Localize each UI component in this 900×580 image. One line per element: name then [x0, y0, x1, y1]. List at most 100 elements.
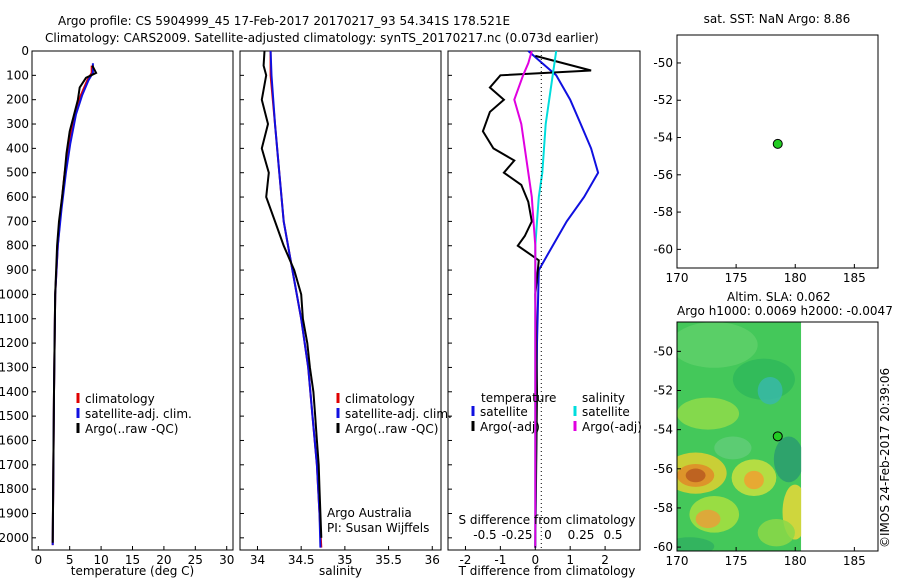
salinity-legend-label: satellite-adj. clim.: [345, 407, 452, 421]
salinity-x-tick-label: 35: [337, 553, 352, 567]
difference-legend-label: satellite: [480, 405, 528, 419]
temperature-x-tick-label: 20: [156, 553, 171, 567]
salinity-panel-frame: [239, 50, 442, 551]
sst-map-y-tick-label: -50: [653, 56, 673, 70]
difference-legend-heading-salinity: salinity: [582, 391, 625, 405]
sla-map-x-tick-label: 180: [784, 554, 807, 568]
title-line-1: Argo profile: CS 5904999_45 17-Feb-2017 …: [58, 14, 511, 28]
sst-map-title: sat. SST: NaN Argo: 8.86: [704, 12, 851, 26]
depth-tick-label: 1000: [0, 287, 29, 301]
depth-tick-label: 1700: [0, 458, 29, 472]
depth-tick-label: 700: [6, 214, 29, 228]
sst-map-x-tick-label: 175: [725, 271, 748, 285]
salinity-series-line: [260, 50, 323, 538]
depth-tick-label: 2000: [0, 531, 29, 545]
sst-map-y-tick-label: -56: [653, 168, 673, 182]
temperature-x-tick-label: 0: [34, 553, 42, 567]
sla-map-y-tick-label: -50: [653, 344, 673, 358]
difference-panel-frame: [447, 50, 641, 551]
salinity-x-tick-label: 35.5: [375, 553, 402, 567]
depth-tick-label: 400: [6, 141, 29, 155]
sla-anomaly-patch: [757, 518, 795, 547]
sla-anomaly-patch: [677, 537, 715, 551]
difference-s-tick-label: -0.25: [501, 528, 532, 542]
temperature-series-line: [51, 65, 98, 543]
temperature-series-line: [51, 63, 94, 546]
difference-t-axis-label: T difference from climatology: [458, 564, 636, 578]
depth-tick-label: 1900: [0, 506, 29, 520]
institution-annotation: Argo Australia: [327, 506, 412, 520]
depth-tick-label: 600: [6, 190, 29, 204]
temperature-x-tick-label: 15: [125, 553, 140, 567]
difference-x-tick-label: -1: [494, 553, 506, 567]
depth-tick-label: 1800: [0, 482, 29, 496]
sla-map-title-line-1: Altim. SLA: 0.062: [727, 290, 831, 304]
sla-map-x-tick-label: 170: [666, 554, 689, 568]
sla-map-x-tick-label: 175: [725, 554, 748, 568]
difference-series-line: [534, 50, 558, 548]
sla-anomaly-patch: [714, 436, 752, 460]
difference-legend-label: Argo(-adj): [582, 420, 642, 434]
argo-position-marker: [772, 431, 783, 442]
temperature-x-tick-label: 25: [188, 553, 203, 567]
temperature-x-tick-label: 30: [219, 553, 234, 567]
depth-tick-label: 1500: [0, 409, 29, 423]
sst-map-y-tick-label: -60: [653, 242, 673, 256]
argo-position-marker: [772, 138, 783, 149]
difference-x-tick-label: 1: [566, 553, 574, 567]
salinity-x-tick-label: 36: [425, 553, 440, 567]
depth-tick-label: 900: [6, 263, 29, 277]
sla-map-y-tick-label: -54: [653, 423, 673, 437]
depth-tick-label: 1400: [0, 385, 29, 399]
sst-map-x-tick-label: 180: [784, 271, 807, 285]
salinity-legend-label: climatology: [345, 392, 415, 406]
depth-tick-label: 800: [6, 239, 29, 253]
difference-series-line: [527, 50, 600, 548]
difference-x-tick-label: -2: [459, 553, 471, 567]
sla-map-frame: [676, 321, 879, 552]
sst-map-y-tick-label: -52: [653, 93, 673, 107]
salinity-x-tick-label: 34.5: [288, 553, 315, 567]
salinity-series-line: [269, 50, 322, 548]
sla-anomaly-patch: [744, 470, 764, 490]
imos-credit: ©IMOS 24-Feb-2017 20:39:06: [878, 368, 892, 548]
temperature-legend-label: Argo(..raw -QC): [85, 422, 178, 436]
depth-tick-label: 100: [6, 68, 29, 82]
sst-map-x-tick-label: 170: [666, 271, 689, 285]
depth-tick-label: 1100: [0, 312, 29, 326]
depth-tick-label: 1600: [0, 433, 29, 447]
sst-map-y-tick-label: -58: [653, 205, 673, 219]
difference-legend-label: satellite: [582, 405, 630, 419]
sst-map-frame: [676, 34, 879, 269]
salinity-series-line: [269, 51, 323, 548]
difference-s-tick-label: 0.5: [603, 528, 622, 542]
sla-anomaly-patch: [677, 322, 758, 368]
sla-map-y-tick-label: -60: [653, 540, 673, 554]
sla-map-y-tick-label: -56: [653, 462, 673, 476]
depth-tick-label: 200: [6, 93, 29, 107]
difference-legend-heading-temperature: temperature: [481, 391, 556, 405]
difference-s-tick-label: 0: [544, 528, 552, 542]
salinity-legend-label: Argo(..raw -QC): [345, 422, 438, 436]
difference-s-tick-label: -0.5: [473, 528, 496, 542]
sst-map-y-tick-label: -54: [653, 131, 673, 145]
temperature-legend-label: satellite-adj. clim.: [85, 407, 192, 421]
sla-map-x-tick-label: 185: [843, 554, 866, 568]
salinity-x-tick-label: 34: [250, 553, 265, 567]
sla-anomaly-patch: [695, 509, 721, 529]
difference-series-line: [513, 50, 537, 548]
difference-series-line: [481, 54, 592, 548]
sla-map-y-tick-label: -58: [653, 501, 673, 515]
title-line-2: Climatology: CARS2009. Satellite-adjuste…: [45, 31, 599, 45]
depth-tick-label: 0: [21, 44, 29, 58]
sla-heatmap-field: [677, 322, 802, 551]
difference-x-tick-label: 0: [531, 553, 539, 567]
temperature-panel-frame: [31, 50, 234, 551]
temperature-x-tick-label: 10: [93, 553, 108, 567]
pi-annotation: PI: Susan Wijffels: [327, 521, 429, 535]
salinity-x-axis-label: salinity: [319, 564, 362, 578]
sst-map-x-tick-label: 185: [843, 271, 866, 285]
depth-tick-label: 1200: [0, 336, 29, 350]
sla-anomaly-patch: [757, 376, 783, 405]
